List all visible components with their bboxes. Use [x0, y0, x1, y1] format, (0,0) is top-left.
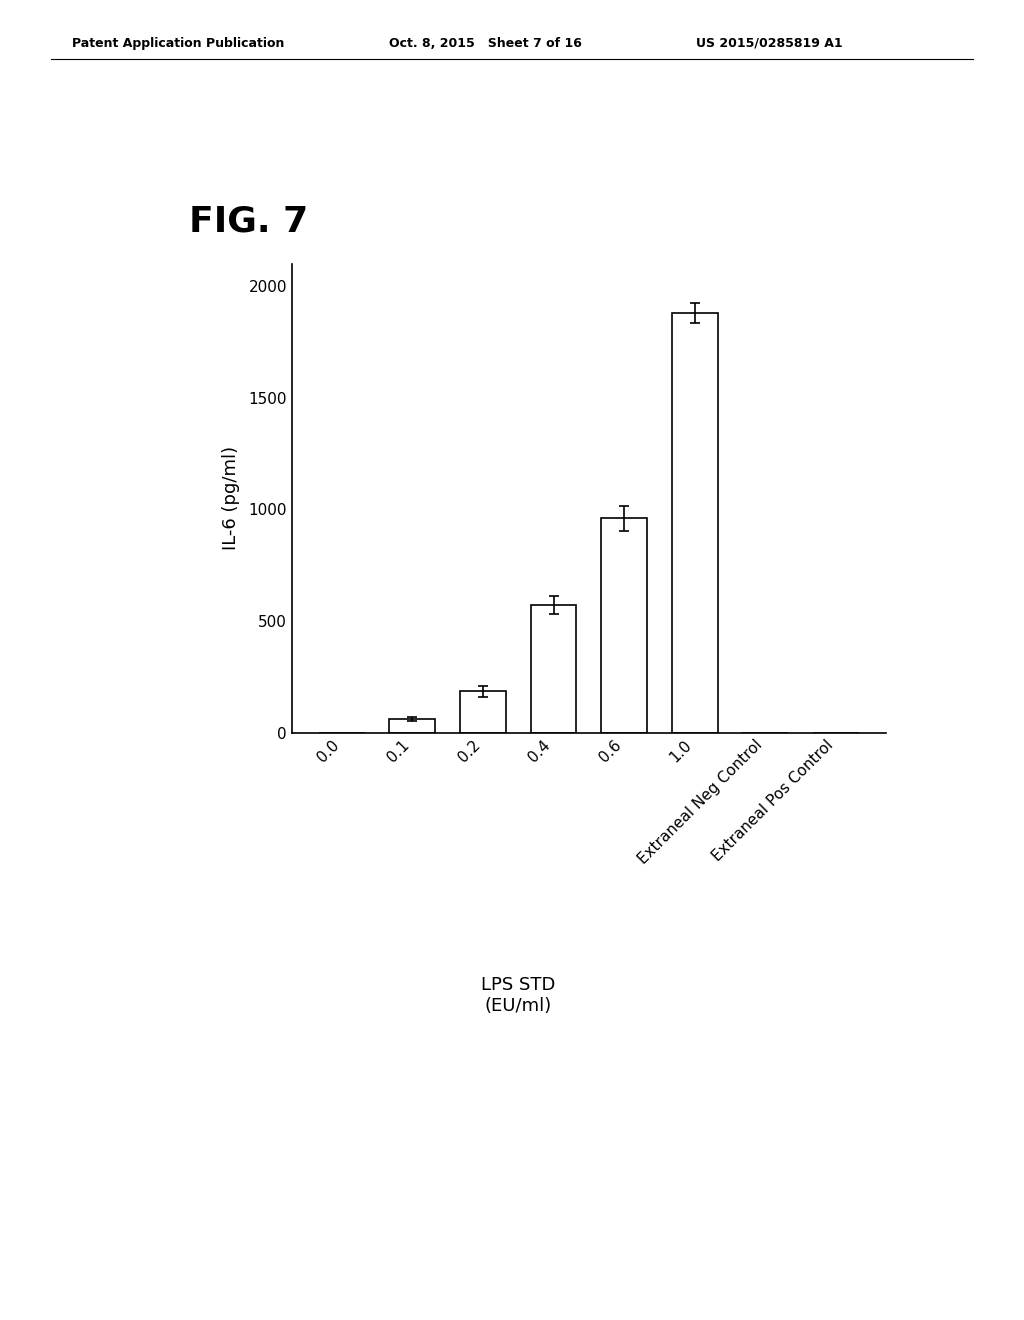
Text: FIG. 7: FIG. 7: [189, 205, 308, 239]
Bar: [530, 606, 577, 733]
Text: Oct. 8, 2015   Sheet 7 of 16: Oct. 8, 2015 Sheet 7 of 16: [389, 37, 582, 50]
Bar: [460, 692, 506, 733]
Bar: [672, 313, 718, 733]
Text: Patent Application Publication: Patent Application Publication: [72, 37, 284, 50]
Text: US 2015/0285819 A1: US 2015/0285819 A1: [696, 37, 843, 50]
Bar: [389, 719, 435, 733]
Bar: [601, 519, 647, 733]
Y-axis label: IL-6 (pg/ml): IL-6 (pg/ml): [222, 446, 241, 550]
Text: LPS STD
(EU/ml): LPS STD (EU/ml): [481, 977, 555, 1015]
